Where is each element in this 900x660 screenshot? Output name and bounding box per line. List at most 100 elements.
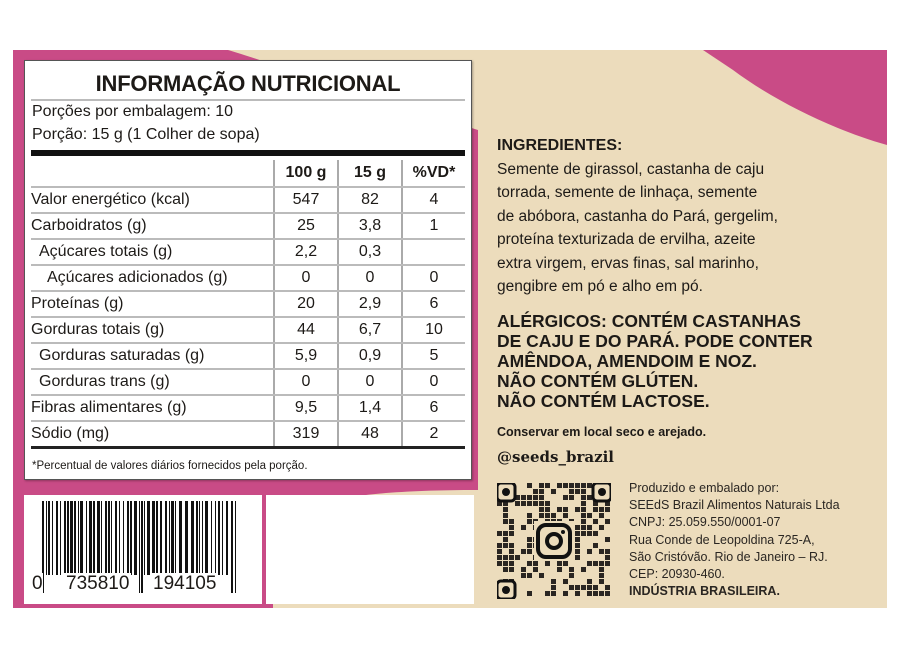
qr-module <box>527 495 532 500</box>
barcode-bar <box>191 501 194 575</box>
qr-module <box>539 573 544 578</box>
barcode-bar <box>78 501 79 575</box>
barcode-bar <box>93 501 95 575</box>
qr-module <box>539 495 544 500</box>
qr-module <box>581 531 586 536</box>
qr-module <box>497 501 502 506</box>
qr-module <box>527 483 532 488</box>
qr-module <box>509 561 514 566</box>
barcode-bar <box>202 501 203 575</box>
qr-module <box>581 483 586 488</box>
allergens-text: ALÉRGICOS: CONTÉM CASTANHAS DE CAJU E DO … <box>497 311 877 411</box>
qr-module <box>497 555 502 560</box>
qr-module <box>599 561 604 566</box>
qr-module <box>593 519 598 524</box>
qr-module <box>527 591 532 596</box>
qr-module <box>503 531 508 536</box>
barcode-bar <box>119 501 120 575</box>
nutrition-facts-table: INFORMAÇÃO NUTRICIONAL Porções por embal… <box>24 60 472 480</box>
barcode-bar <box>130 501 132 575</box>
qr-module <box>587 561 592 566</box>
qr-module <box>545 501 550 506</box>
storage-instructions: Conservar em local seco e arejado. <box>497 424 707 439</box>
qr-module <box>581 519 586 524</box>
barcode-bar <box>64 501 66 575</box>
value-per-100g: 2,2 <box>273 239 338 266</box>
qr-module <box>539 513 544 518</box>
barcode-bar <box>60 501 61 575</box>
value-per-serving: 0,9 <box>337 343 402 370</box>
qr-module <box>605 561 610 566</box>
value-per-100g: 319 <box>273 421 338 449</box>
qr-finder-pattern <box>591 483 611 503</box>
qr-module <box>509 531 514 536</box>
qr-module <box>503 555 508 560</box>
nutrient-name: Fibras alimentares (g) <box>31 395 274 422</box>
daily-value-percent: 10 <box>401 317 465 344</box>
barcode-digits-left: 735810 <box>64 573 132 595</box>
column-header-100g: 100 g <box>273 160 338 188</box>
nutrient-name: Gorduras saturadas (g) <box>31 343 274 370</box>
ingredients-line: extra virgem, ervas finas, sal marinho, <box>497 254 759 272</box>
footnote: *Percentual de valores diários fornecido… <box>32 460 308 472</box>
barcode-bar <box>80 501 83 575</box>
qr-module <box>509 549 514 554</box>
qr-module <box>557 567 562 572</box>
value-per-serving: 0,3 <box>337 239 402 266</box>
serving-size: Porção: 15 g (1 Colher de sopa) <box>32 126 260 143</box>
barcode-bar <box>97 501 100 575</box>
qr-module <box>563 561 568 566</box>
allergen-line: NÃO CONTÉM GLÚTEN. <box>497 370 699 391</box>
qr-module <box>545 591 550 596</box>
qr-module <box>527 537 532 542</box>
ingredients-line: de abóbora, castanha do Pará, gergelim, <box>497 207 778 225</box>
qr-module <box>599 573 604 578</box>
qr-module <box>605 591 610 596</box>
qr-module <box>539 501 544 506</box>
qr-module <box>599 579 604 584</box>
barcode-bar <box>196 501 198 575</box>
qr-code[interactable] <box>497 483 611 599</box>
qr-module <box>521 549 526 554</box>
qr-module <box>533 561 538 566</box>
qr-module <box>599 549 604 554</box>
qr-module <box>581 567 586 572</box>
qr-module <box>575 525 580 530</box>
qr-module <box>587 495 592 500</box>
qr-module <box>563 495 568 500</box>
column-header-vd: %VD* <box>401 160 465 188</box>
nutrition-title: INFORMAÇÃO NUTRICIONAL <box>95 71 401 96</box>
barcode-bar <box>218 501 220 575</box>
qr-module <box>527 561 532 566</box>
qr-module <box>503 543 508 548</box>
barcode-bar <box>226 501 228 575</box>
ingredients-heading: INGREDIENTES: <box>497 137 623 154</box>
qr-module <box>497 561 502 566</box>
qr-module <box>575 555 580 560</box>
qr-module <box>569 573 574 578</box>
value-per-serving: 3,8 <box>337 213 402 240</box>
nutrient-name: Açúcares totais (g) <box>31 239 274 266</box>
nutrient-name: Sódio (mg) <box>31 421 274 449</box>
barcode-bar <box>144 501 145 575</box>
qr-module <box>575 591 580 596</box>
qr-module <box>515 501 520 506</box>
qr-module <box>527 519 532 524</box>
qr-module <box>593 561 598 566</box>
value-per-100g: 0 <box>273 265 338 292</box>
qr-module <box>605 519 610 524</box>
qr-module <box>557 507 562 512</box>
qr-module <box>575 549 580 554</box>
nutrient-name: Açúcares adicionados (g) <box>31 265 274 292</box>
table-row: Açúcares adicionados (g) 0 0 0 <box>31 265 465 292</box>
barcode-bar <box>111 501 112 575</box>
qr-module <box>581 501 586 506</box>
barcode-bar <box>211 501 212 575</box>
qr-module <box>605 585 610 590</box>
qr-module <box>521 495 526 500</box>
qr-module <box>533 501 538 506</box>
qr-module <box>575 483 580 488</box>
qr-module <box>521 567 526 572</box>
qr-module <box>581 495 586 500</box>
table-row: Fibras alimentares (g) 9,5 1,4 6 <box>31 395 465 422</box>
